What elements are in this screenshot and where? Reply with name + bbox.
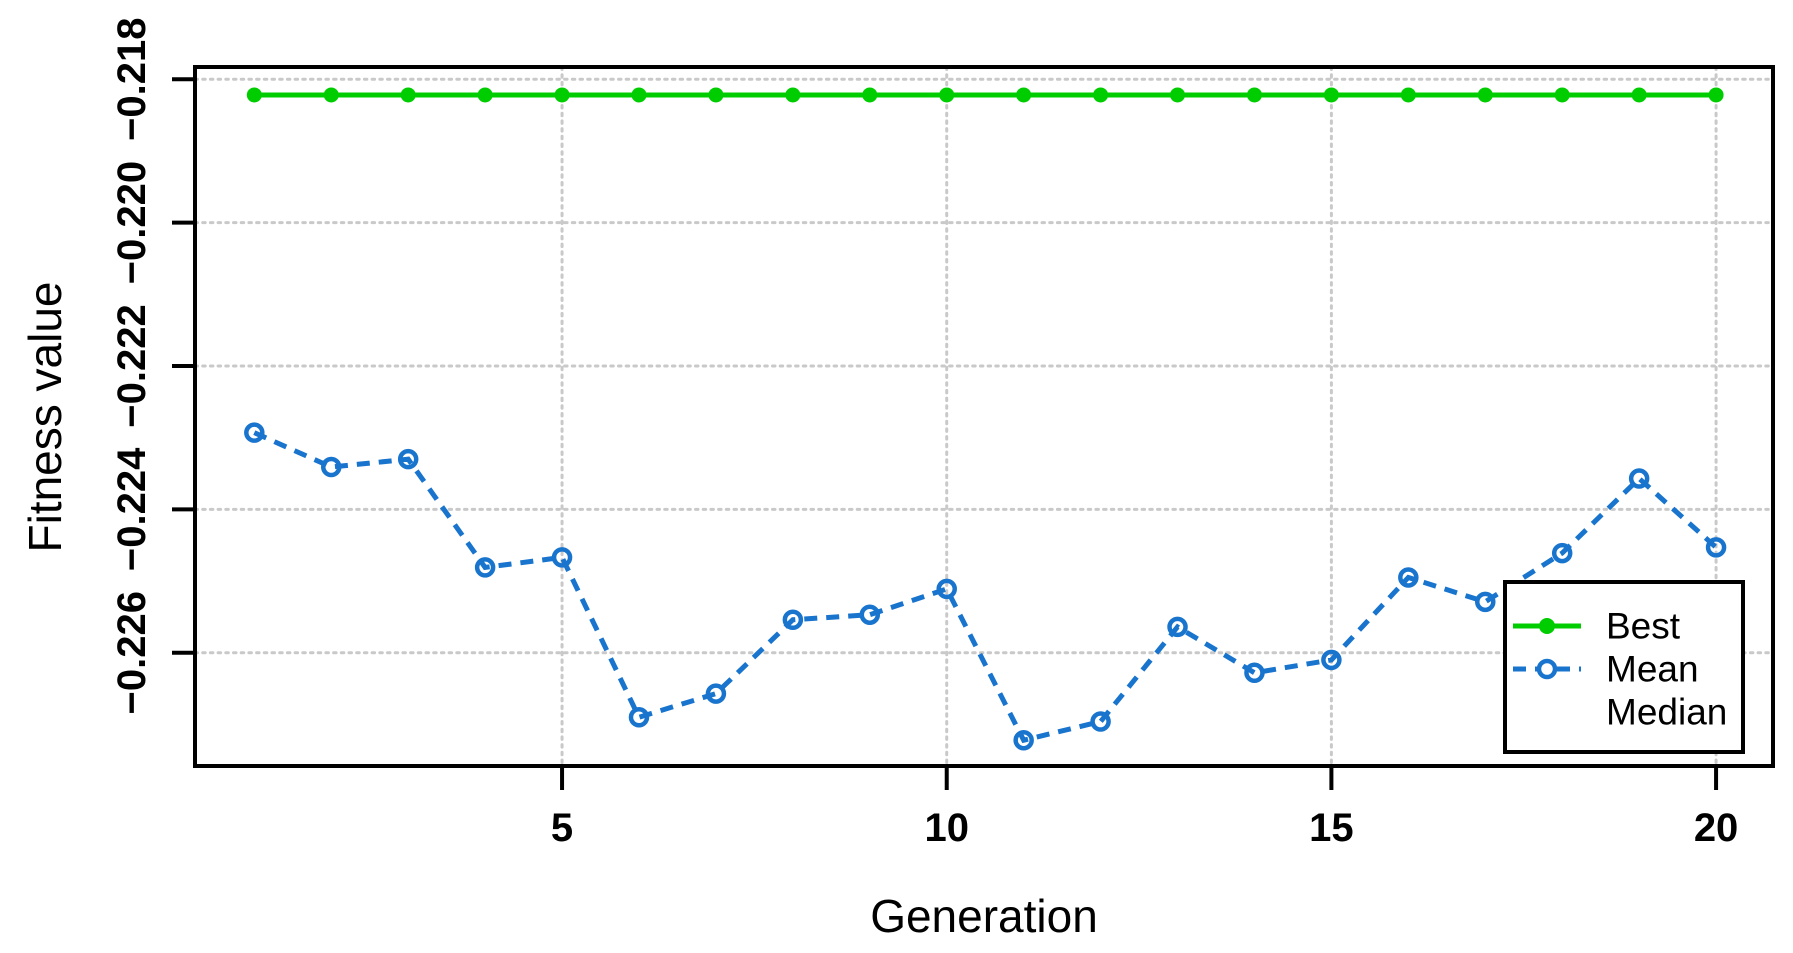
best-marker — [785, 87, 801, 103]
mean-series-line — [253, 430, 1718, 744]
legend-label-mean: Mean — [1606, 649, 1699, 690]
x-tick-label: 15 — [1309, 806, 1354, 850]
mean-marker — [1167, 616, 1188, 638]
best-marker — [477, 87, 493, 103]
best-marker — [631, 87, 647, 103]
y-tick-label: −0.222 — [110, 304, 154, 427]
mean-marker — [1090, 711, 1111, 732]
best-marker — [323, 87, 339, 103]
x-tick-label: 5 — [551, 806, 573, 850]
x-axis-title: Generation — [870, 890, 1098, 942]
legend-label-median: Median — [1606, 692, 1727, 733]
best-marker — [1631, 87, 1647, 103]
mean-marker — [1705, 537, 1727, 558]
mean-marker — [1398, 567, 1419, 588]
y-tick-label: −0.226 — [110, 591, 154, 714]
mean-marker — [474, 557, 496, 578]
best-marker — [1554, 87, 1570, 103]
y-axis-title: Fitness value — [19, 281, 71, 553]
mean-marker — [705, 683, 727, 704]
best-marker — [1708, 87, 1724, 103]
mean-marker — [782, 609, 804, 630]
mean-marker — [1321, 649, 1342, 671]
mean-marker — [859, 604, 881, 625]
x-tick-label: 20 — [1694, 806, 1739, 850]
mean-marker — [397, 448, 419, 470]
mean-marker — [1475, 591, 1496, 613]
mean-marker — [321, 456, 342, 478]
mean-marker — [1551, 542, 1573, 564]
best-marker — [1477, 87, 1493, 103]
best-marker — [1093, 87, 1109, 103]
best-marker — [400, 87, 416, 103]
best-marker — [554, 87, 570, 103]
best-marker — [862, 87, 878, 103]
y-tick-label: −0.224 — [110, 447, 154, 571]
legend-best-marker — [1539, 618, 1555, 634]
mean-marker — [244, 422, 265, 443]
mean-marker — [936, 578, 957, 600]
plot-border — [193, 65, 1775, 768]
mean-marker — [628, 706, 650, 728]
best-marker — [1400, 87, 1416, 103]
best-marker — [939, 87, 955, 103]
best-marker — [1323, 87, 1339, 103]
best-marker — [1246, 87, 1262, 103]
mean-marker — [1244, 662, 1265, 684]
y-tick-label: −0.218 — [110, 17, 154, 140]
mean-marker — [1013, 729, 1034, 751]
best-marker — [246, 87, 262, 103]
best-marker — [1016, 87, 1032, 103]
best-marker — [1170, 87, 1186, 103]
best-marker — [708, 87, 724, 103]
legend-label-best: Best — [1606, 606, 1681, 647]
mean-marker — [1628, 468, 1650, 489]
legend-mean-marker — [1536, 658, 1558, 680]
y-tick-label: −0.220 — [110, 161, 154, 284]
mean-marker — [551, 547, 573, 568]
x-tick-label: 10 — [924, 806, 969, 850]
